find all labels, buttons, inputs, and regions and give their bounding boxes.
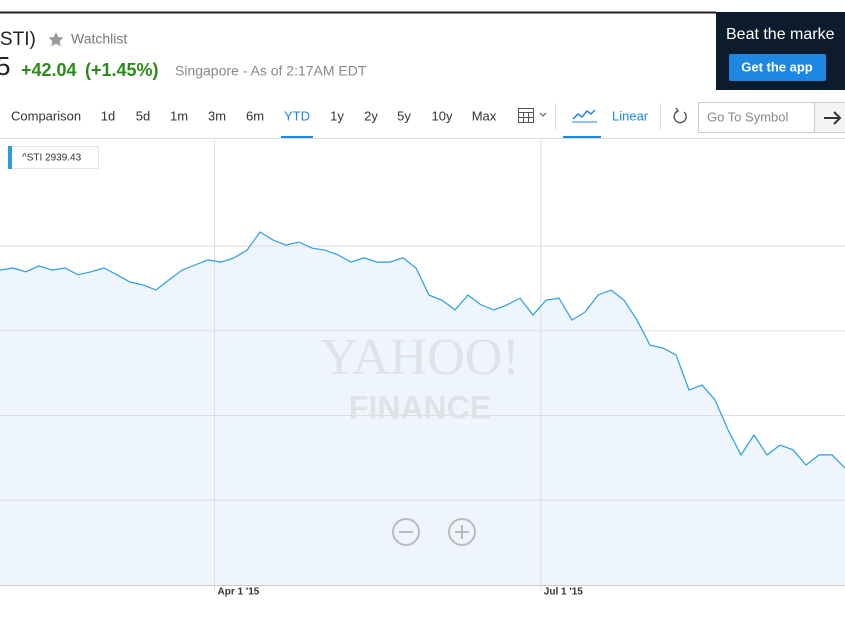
price-line — [0, 231, 845, 469]
comparison[interactable]: Comparison — [11, 108, 81, 123]
star-icon[interactable] — [48, 32, 64, 47]
zoom-in[interactable] — [448, 518, 476, 546]
change: +42.04 — [21, 60, 77, 80]
go-arrow — [824, 111, 842, 125]
watchlist[interactable]: Watchlist — [71, 31, 127, 47]
range-tab[interactable]: 1m — [170, 108, 188, 123]
chart: Apr 1 '15 Jul 1 '15 YAHOO!FINANCE ^STI 2939… — [0, 140, 845, 598]
range-tab[interactable]: 6m — [246, 108, 264, 123]
legend-swatch — [8, 146, 12, 169]
calendar-icon[interactable] — [518, 108, 547, 123]
chart-type-icon[interactable] — [572, 109, 597, 123]
zoom-controls — [392, 518, 476, 546]
reset-icon[interactable] — [673, 107, 687, 124]
range-tab[interactable]: 1y — [330, 108, 344, 123]
legend-label: ^STI 2939.43 — [22, 153, 82, 164]
range-tab[interactable]: 10y — [432, 108, 453, 123]
ad-text: Beat the marke — [726, 26, 835, 43]
scale-toggle[interactable]: Linear — [612, 108, 649, 123]
range-tab[interactable]: 2y — [364, 108, 378, 123]
watermark: FINANCE — [349, 389, 491, 425]
change-percent: (+1.45%) — [85, 60, 159, 80]
range-tabs: 1d 5d 1m 3m 6m YTD 1y 2y 5y 10y Max — [101, 108, 497, 138]
symbol: ^STI) — [0, 29, 36, 50]
range-tab[interactable]: 5y — [397, 108, 411, 123]
ad-button[interactable] — [729, 54, 826, 81]
range-tab[interactable]: 5d — [136, 108, 150, 123]
symbol-placeholder[interactable]: Go To Symbol — [707, 109, 789, 124]
market-status: Singapore - As of 2:17AM EDT — [175, 63, 367, 79]
zoom-out[interactable] — [392, 518, 420, 546]
watermark: YAHOO! — [320, 329, 519, 386]
ad-button-label[interactable]: Get the app — [741, 59, 813, 74]
range-tab[interactable]: 3m — [208, 108, 226, 123]
area-fill — [0, 232, 845, 585]
x-tick-label: Jul 1 '15 — [544, 587, 584, 598]
range-tab[interactable]: YTD — [284, 108, 310, 123]
range-tab[interactable]: Max — [472, 108, 497, 123]
price: 5 — [0, 51, 10, 81]
range-tab[interactable]: 1d — [101, 108, 115, 123]
x-tick-label: Apr 1 '15 — [218, 587, 260, 598]
